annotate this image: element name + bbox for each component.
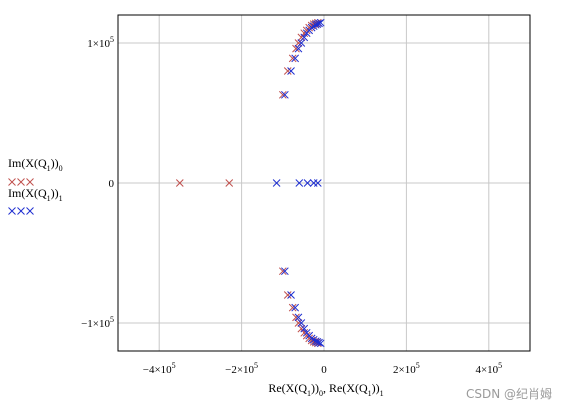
plot-frame	[117, 14, 531, 352]
data-point-series0	[225, 179, 234, 187]
legend-x-marker	[8, 207, 16, 215]
data-point-series1	[300, 324, 309, 333]
data-point-series1	[316, 18, 325, 27]
legend-x-marker	[26, 207, 34, 215]
data-point-series0	[283, 291, 292, 299]
legend-label-series0: Im(X(Q1))0	[8, 156, 63, 173]
watermark-text: CSDN @纪肖姆	[465, 387, 552, 401]
data-point-series0	[283, 67, 292, 75]
x-axis-title: Re(X(Q1))0, Re(X(Q1))1	[268, 381, 383, 398]
data-point-series1	[272, 179, 281, 187]
x-tick-label: 0	[321, 364, 327, 376]
data-point-series1	[281, 267, 289, 276]
legend: Im(X(Q1))0 Im(X(Q1))1	[8, 156, 63, 215]
data-point-series1	[315, 19, 323, 28]
legend-marker-series0	[8, 178, 34, 186]
y-tick-labels: 1×105 0 −1×105	[81, 35, 114, 330]
x-tick-label: −2×105	[225, 361, 258, 376]
legend-x-marker	[17, 178, 25, 186]
data-point-series1	[303, 179, 312, 187]
data-point-series1	[287, 67, 295, 75]
grid-lines	[118, 15, 530, 351]
data-point-series1	[315, 338, 323, 347]
legend-label-series1: Im(X(Q1))1	[8, 186, 63, 203]
data-point-series0	[175, 179, 184, 187]
data-point-series1	[294, 313, 303, 322]
x-tick-label: 2×105	[393, 361, 420, 376]
y-tick-label: 1×105	[87, 35, 114, 50]
data-point-series1	[300, 33, 309, 42]
x-tick-label: −4×105	[143, 361, 176, 376]
data-point-series0	[288, 54, 297, 63]
data-point-series1	[316, 339, 325, 348]
legend-x-marker	[26, 178, 34, 186]
y-tick-label: −1×105	[81, 315, 114, 330]
data-point-series1	[297, 39, 306, 47]
data-point-series1	[313, 179, 322, 187]
data-point-series1	[291, 303, 300, 312]
data-point-series0	[297, 33, 306, 42]
data-point-series1	[291, 54, 300, 63]
data-point-series1	[281, 90, 289, 99]
data-point-series1	[294, 44, 303, 53]
x-tick-label: 4×105	[475, 361, 502, 376]
data-point-series0	[278, 90, 287, 99]
legend-marker-series1	[8, 207, 34, 215]
x-tick-labels: −4×105 −2×105 0 2×105 4×105	[143, 361, 502, 376]
data-point-series1	[287, 291, 295, 299]
data-point-series1	[297, 319, 306, 327]
y-tick-label: 0	[109, 178, 115, 190]
data-points	[175, 18, 325, 348]
legend-x-marker	[17, 207, 25, 215]
legend-x-marker	[8, 178, 16, 186]
data-point-series0	[278, 267, 287, 276]
data-point-series0	[297, 324, 306, 333]
data-point-series0	[288, 303, 297, 312]
data-point-series1	[295, 179, 304, 187]
